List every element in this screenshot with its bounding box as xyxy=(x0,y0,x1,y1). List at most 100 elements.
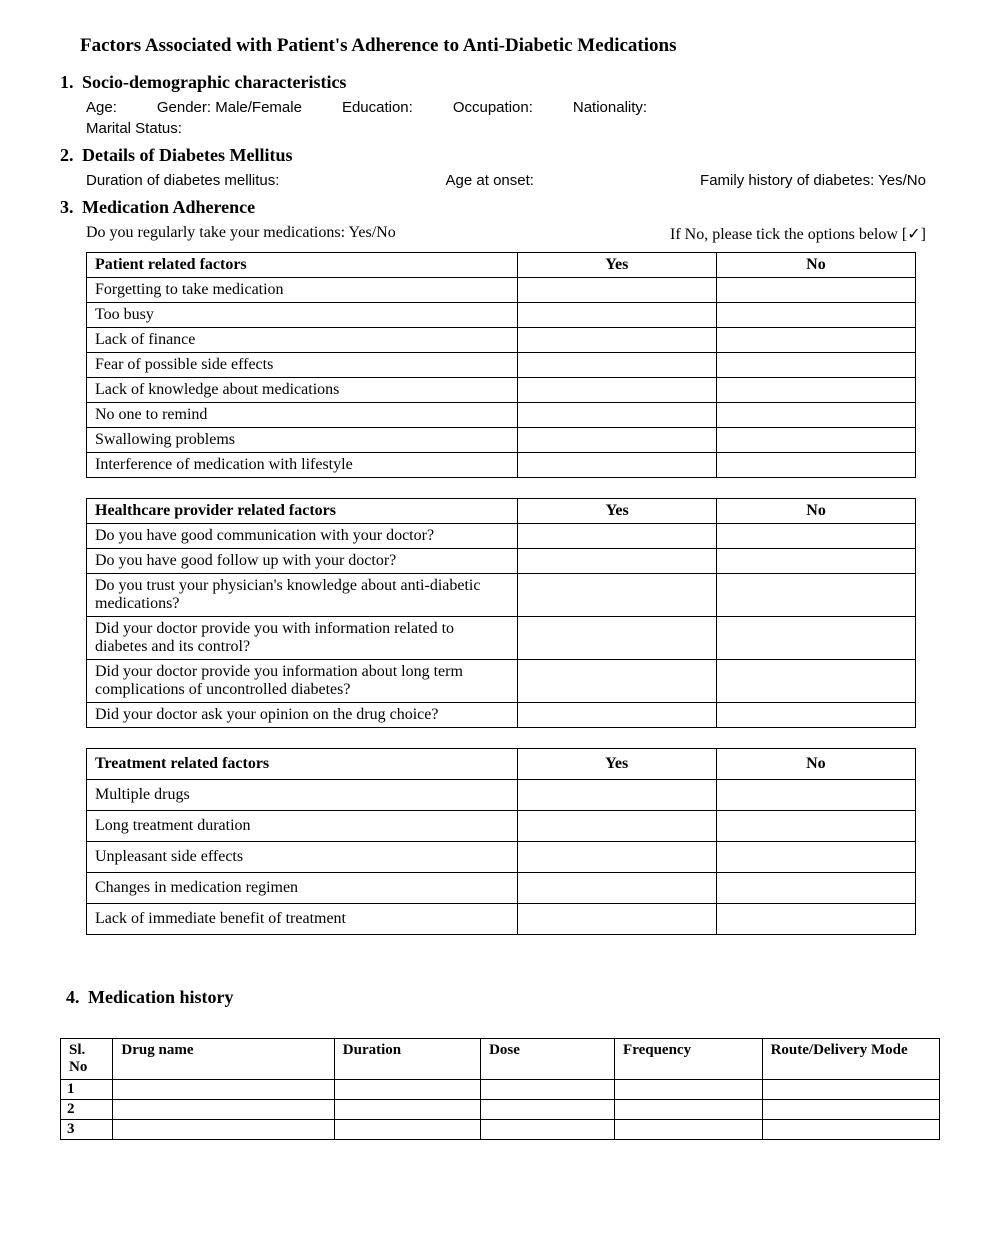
no-cell[interactable] xyxy=(716,378,915,403)
col-frequency: Frequency xyxy=(615,1039,763,1080)
yes-cell[interactable] xyxy=(517,842,716,873)
yes-cell[interactable] xyxy=(517,403,716,428)
table-row: Lack of immediate benefit of treatment xyxy=(87,904,916,935)
no-cell[interactable] xyxy=(716,428,915,453)
route-cell[interactable] xyxy=(762,1080,939,1100)
table-header-row: Patient related factors Yes No xyxy=(87,253,916,278)
factor-cell: No one to remind xyxy=(87,403,518,428)
provider-factors-table: Healthcare provider related factors Yes … xyxy=(86,498,916,728)
factor-cell: Did your doctor provide you with informa… xyxy=(87,617,518,660)
factor-cell: Too busy xyxy=(87,303,518,328)
section-4-heading: 4.Medication history xyxy=(66,987,926,1008)
factor-cell: Did your doctor provide you information … xyxy=(87,660,518,703)
s3-question-line: Do you regularly take your medications: … xyxy=(86,224,926,244)
route-cell[interactable] xyxy=(762,1100,939,1120)
frequency-cell[interactable] xyxy=(615,1120,763,1140)
table-header-row: Treatment related factors Yes No xyxy=(87,749,916,780)
no-cell[interactable] xyxy=(716,453,915,478)
yes-cell[interactable] xyxy=(517,303,716,328)
col-dose: Dose xyxy=(481,1039,615,1080)
no-cell[interactable] xyxy=(717,617,916,660)
factor-cell: Long treatment duration xyxy=(87,811,518,842)
factor-cell: Lack of immediate benefit of treatment xyxy=(87,904,518,935)
no-cell[interactable] xyxy=(716,403,915,428)
no-cell[interactable] xyxy=(717,660,916,703)
section-1-heading: 1.Socio-demographic characteristics xyxy=(60,72,926,93)
occupation-label: Occupation: xyxy=(453,99,533,116)
duration-cell[interactable] xyxy=(334,1080,480,1100)
yes-cell[interactable] xyxy=(517,811,716,842)
yes-cell[interactable] xyxy=(518,524,717,549)
table-header-row: Sl. No Drug name Duration Dose Frequency… xyxy=(61,1039,940,1080)
no-cell[interactable] xyxy=(717,549,916,574)
factor-cell: Lack of finance xyxy=(87,328,518,353)
factor-cell: Did your doctor ask your opinion on the … xyxy=(87,703,518,728)
age-label: Age: xyxy=(86,99,117,116)
route-cell[interactable] xyxy=(762,1120,939,1140)
factor-cell: Interference of medication with lifestyl… xyxy=(87,453,518,478)
no-cell[interactable] xyxy=(716,278,915,303)
yes-cell[interactable] xyxy=(517,378,716,403)
dose-cell[interactable] xyxy=(481,1120,615,1140)
yes-cell[interactable] xyxy=(518,549,717,574)
slno-cell: 1 xyxy=(61,1080,113,1100)
yes-cell[interactable] xyxy=(517,353,716,378)
drug-cell[interactable] xyxy=(113,1120,334,1140)
no-cell[interactable] xyxy=(716,873,915,904)
yes-cell[interactable] xyxy=(517,873,716,904)
yes-cell[interactable] xyxy=(518,703,717,728)
factor-cell: Fear of possible side effects xyxy=(87,353,518,378)
s2-row: Duration of diabetes mellitus: Age at on… xyxy=(86,172,926,189)
yes-cell[interactable] xyxy=(517,278,716,303)
factor-cell: Do you have good follow up with your doc… xyxy=(87,549,518,574)
no-cell[interactable] xyxy=(717,524,916,549)
col-factor: Patient related factors xyxy=(87,253,518,278)
factor-cell: Changes in medication regimen xyxy=(87,873,518,904)
duration-cell[interactable] xyxy=(334,1120,480,1140)
table-row: 1 xyxy=(61,1080,940,1100)
yes-cell[interactable] xyxy=(517,428,716,453)
yes-cell[interactable] xyxy=(518,617,717,660)
factor-cell: Do you trust your physician's knowledge … xyxy=(87,574,518,617)
no-cell[interactable] xyxy=(716,303,915,328)
frequency-cell[interactable] xyxy=(615,1080,763,1100)
dose-cell[interactable] xyxy=(481,1100,615,1120)
no-cell[interactable] xyxy=(716,328,915,353)
no-cell[interactable] xyxy=(717,703,916,728)
yes-cell[interactable] xyxy=(517,328,716,353)
table-row: Swallowing problems xyxy=(87,428,916,453)
no-cell[interactable] xyxy=(716,811,915,842)
col-factor: Healthcare provider related factors xyxy=(87,499,518,524)
no-cell[interactable] xyxy=(716,904,915,935)
patient-factors-table: Patient related factors Yes No Forgettin… xyxy=(86,252,916,478)
table-row: Lack of knowledge about medications xyxy=(87,378,916,403)
yes-cell[interactable] xyxy=(517,453,716,478)
family-history-label: Family history of diabetes: Yes/No xyxy=(700,172,926,189)
no-cell[interactable] xyxy=(716,780,915,811)
table-row: Do you trust your physician's knowledge … xyxy=(87,574,916,617)
col-yes: Yes xyxy=(517,253,716,278)
education-label: Education: xyxy=(342,99,413,116)
factor-cell: Swallowing problems xyxy=(87,428,518,453)
yes-cell[interactable] xyxy=(517,904,716,935)
no-cell[interactable] xyxy=(716,842,915,873)
section-2-heading: 2.Details of Diabetes Mellitus xyxy=(60,145,926,166)
frequency-cell[interactable] xyxy=(615,1100,763,1120)
duration-cell[interactable] xyxy=(334,1100,480,1120)
yes-cell[interactable] xyxy=(517,780,716,811)
drug-cell[interactable] xyxy=(113,1100,334,1120)
no-cell[interactable] xyxy=(716,353,915,378)
nationality-label: Nationality: xyxy=(573,99,647,116)
yes-cell[interactable] xyxy=(518,660,717,703)
dose-cell[interactable] xyxy=(481,1080,615,1100)
col-yes: Yes xyxy=(518,499,717,524)
yes-cell[interactable] xyxy=(518,574,717,617)
no-cell[interactable] xyxy=(717,574,916,617)
drug-cell[interactable] xyxy=(113,1080,334,1100)
col-slno: Sl. No xyxy=(61,1039,113,1080)
table-row: Lack of finance xyxy=(87,328,916,353)
col-duration: Duration xyxy=(334,1039,480,1080)
col-drug: Drug name xyxy=(113,1039,334,1080)
table-row: Did your doctor provide you with informa… xyxy=(87,617,916,660)
col-no: No xyxy=(716,749,915,780)
